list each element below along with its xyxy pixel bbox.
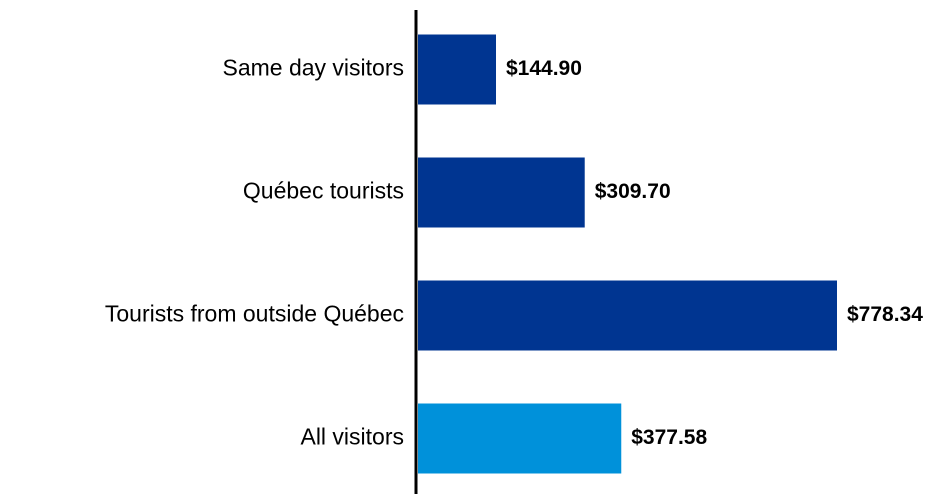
- bar: [418, 280, 837, 351]
- value-label: $144.90: [506, 57, 582, 80]
- bar: [418, 157, 585, 228]
- value-label: $309.70: [595, 180, 671, 203]
- bar: [418, 34, 497, 105]
- category-label: Tourists from outside Québec: [105, 301, 404, 327]
- value-label: $377.58: [631, 426, 707, 449]
- value-label: $778.34: [847, 303, 923, 326]
- category-label: All visitors: [300, 424, 404, 450]
- bar: [418, 403, 622, 474]
- category-label: Québec tourists: [243, 178, 404, 204]
- category-label: Same day visitors: [222, 55, 404, 81]
